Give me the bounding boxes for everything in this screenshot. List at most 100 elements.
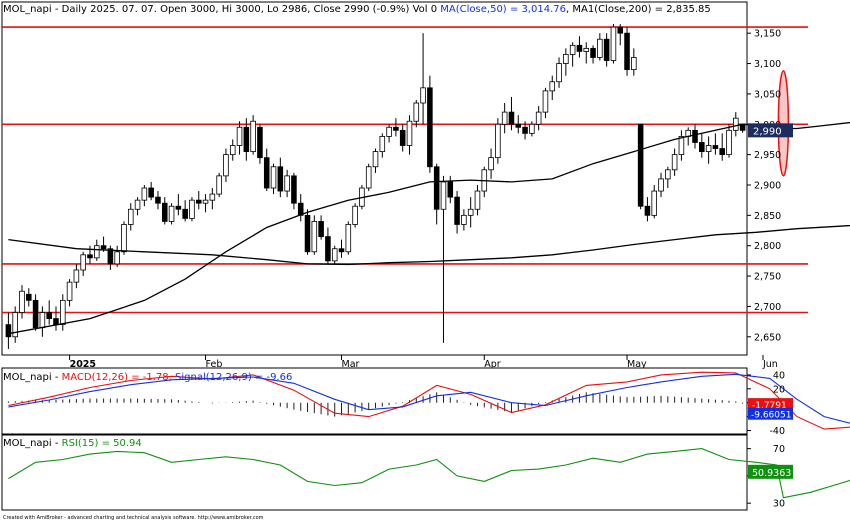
candle-body [291,175,297,204]
svg-text:MOL_napi - Daily 2025. 07. 07.: MOL_napi - Daily 2025. 07. 07. Open 3000… [3,4,711,15]
candle-body [467,208,474,216]
candle-body [155,196,161,204]
candle-body [257,126,263,159]
ma200-label: MA1(Close,200) = 2,835.85 [572,4,710,15]
candle-body [569,44,576,55]
candle-body [495,123,501,159]
candle-body [461,214,467,225]
candle-body [583,47,590,52]
price-plot-frame [1,1,748,356]
candle-body [617,26,624,34]
macd-value-badge [748,398,793,411]
candle-body [427,87,433,168]
price-y-axis: 2,6502,7002,7502,8002,8502,9002,9503,000… [747,29,793,343]
price-y-tick-label: 2,950 [754,150,781,161]
candlesticks [5,24,746,349]
candle-body [189,199,195,219]
candle-body [678,136,685,156]
candle-body [148,187,154,198]
macd-pane: 40 20 -40 -1.7791-9.66051 MOL_napi - MACD(1… [1,367,850,437]
candle-body [372,151,379,168]
signal-value-badge [748,407,793,420]
macd-value-label: -1.7791 [752,401,787,411]
candle-body [631,57,637,71]
candle-body [719,148,725,156]
month-label: 2025 [70,359,96,370]
macd-y-tick-label: 40 [773,370,785,381]
month-label: Apr [484,359,501,370]
candle-body [345,224,352,253]
candle-body [107,248,114,265]
price-y-tick-label: 3,100 [754,59,781,70]
candle-body [488,157,494,171]
candle-body [66,281,73,301]
candle-body [100,245,107,250]
candle-body [637,123,644,207]
candle-body [134,199,141,210]
candle-body [46,312,52,319]
candle-body [175,205,182,210]
ma200-line [8,224,850,266]
candle-body [5,324,12,338]
price-y-tick-label: 2,750 [754,272,781,283]
candle-body [733,117,739,131]
footer-text: Created with AmiBroker - advanced charti… [3,515,264,521]
candle-body [597,38,603,58]
candle-body [304,214,311,253]
month-label: Mar [342,359,360,370]
candle-body [726,129,732,156]
candle-body [331,248,338,262]
candle-body [318,221,324,237]
candle-body [522,126,528,134]
candle-body [705,145,712,152]
candle-body [26,293,32,301]
price-pane-background [1,1,748,356]
candle-body [168,205,175,222]
candle-body [114,251,120,265]
candle-body [712,145,719,149]
price-title: MOL_napi - Daily 2025. 07. 07. Open 3000… [3,4,711,15]
rsi-title: MOL_napi - RSI(15) = 50.94 [3,438,142,449]
candle-body [202,199,209,204]
candle-body [603,38,610,61]
candle-body [270,166,277,189]
candle-body [60,299,66,326]
month-label: Feb [206,359,223,370]
candle-body [658,178,664,192]
month-label: Jun [762,359,778,370]
ma50-label: MA(Close,50) = 3,014.76 [440,4,566,15]
rsi-y-tick-label: 30 [773,499,785,510]
macd-y-tick-label: -40 [769,426,785,437]
candle-body [515,123,522,128]
rsi-pane-background [1,434,748,511]
signal-value-label: -9.66051 [751,411,791,421]
signal-line [8,373,850,424]
rsi-y-axis: 70 30 50.9363 [747,444,793,510]
rsi-frame [1,434,748,511]
candle-body [311,221,318,253]
candle-body [121,224,127,253]
candle-body [529,123,535,134]
rsi-y-tick-label: 70 [773,444,785,455]
candle-body [80,254,86,271]
candle-body [12,312,18,338]
candle-body [454,196,460,225]
candle-body [93,245,100,259]
macd-label: MACD(12,26) = -1.78, [62,372,172,383]
candle-body [379,136,386,152]
candle-body [127,208,134,225]
candle-body [501,111,508,125]
candle-body [549,81,556,92]
candle-body [39,312,46,329]
macd-title: MOL_napi - MACD(12,26) = -1.78, Signal(1… [3,372,292,383]
candle-body [474,190,481,210]
price-y-tick-label: 2,650 [754,332,781,343]
rsi-pane: 70 30 50.9363 MOL_napi - RSI(15) = 50.94 [1,434,850,511]
candle-body [209,193,216,201]
candle-body [393,126,399,131]
macd-y-tick-label: 20 [773,384,785,395]
candle-body [53,318,59,326]
candle-body [73,269,80,283]
last-close-label: 2,990 [753,126,782,137]
